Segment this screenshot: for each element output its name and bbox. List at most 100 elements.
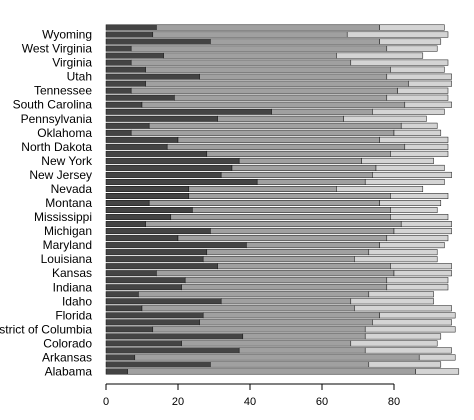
category-label-north-dakota: North Dakota bbox=[21, 140, 92, 154]
x-tick-label-60: 60 bbox=[316, 396, 328, 408]
bar-segment-missouri-3 bbox=[390, 193, 449, 199]
bar-segment-wyoming-3 bbox=[346, 31, 449, 38]
bar-segment-missouri-1 bbox=[105, 193, 190, 199]
bar-segment-washington-1 bbox=[105, 38, 211, 45]
bar-segment-north-dakota-2 bbox=[166, 143, 406, 150]
x-tick-label-0: 0 bbox=[103, 396, 109, 408]
bar-segment-wisconsin-1 bbox=[105, 24, 157, 31]
category-label-alabama: Alabama bbox=[45, 364, 93, 378]
bar-segment-rhode-island-1 bbox=[105, 94, 175, 101]
bar-segment-tennessee-1 bbox=[105, 87, 132, 94]
bar-segment-nebraska-1 bbox=[105, 178, 258, 185]
bar-segment-west-virginia-2 bbox=[130, 45, 388, 52]
bar-segment-maine-2 bbox=[177, 235, 388, 242]
bar-segment-new-jersey-3 bbox=[372, 171, 452, 178]
bar-segment-pennsylvania-3 bbox=[343, 115, 427, 122]
bar-segment-michigan-3 bbox=[393, 228, 452, 235]
bar-segment-arizona-2 bbox=[238, 347, 366, 354]
bar-segment-tennessee-2 bbox=[130, 87, 398, 94]
bar-segment-georgia-2 bbox=[138, 291, 370, 298]
bar-segment-wisconsin-2 bbox=[156, 24, 380, 31]
bar-segment-pennsylvania-2 bbox=[217, 115, 344, 122]
bars-layer bbox=[105, 24, 460, 375]
bar-segment-wyoming-2 bbox=[152, 31, 348, 38]
category-label-utah: Utah bbox=[67, 70, 92, 84]
bar-segment-delaware-2 bbox=[141, 305, 355, 312]
bar-segment-louisiana-3 bbox=[354, 256, 438, 263]
bar-segment-alabama-3 bbox=[415, 368, 460, 375]
bar-segment-michigan-2 bbox=[210, 228, 395, 235]
bar-segment-wyoming-1 bbox=[105, 31, 154, 38]
category-label-new-york: New York bbox=[41, 154, 93, 168]
bar-segment-maine-3 bbox=[386, 235, 449, 242]
category-label-district-of-columbia: District of Columbia bbox=[0, 322, 92, 336]
bar-segment-indiana-3 bbox=[386, 284, 449, 291]
bar-segment-oregon-1 bbox=[105, 108, 272, 115]
category-label-louisiana: Louisiana bbox=[41, 252, 93, 266]
bar-segment-south-dakota-2 bbox=[145, 80, 409, 87]
bar-segment-nevada-2 bbox=[188, 185, 337, 192]
bar-segment-rhode-island-3 bbox=[386, 94, 449, 101]
x-tick-label-40: 40 bbox=[244, 396, 256, 408]
bar-segment-iowa-1 bbox=[105, 263, 218, 270]
category-label-michigan: Michigan bbox=[44, 224, 92, 238]
category-label-pennsylvania: Pennsylvania bbox=[21, 112, 93, 126]
category-label-wyoming: Wyoming bbox=[42, 28, 92, 42]
bar-segment-south-carolina-1 bbox=[105, 101, 143, 108]
category-label-south-carolina: South Carolina bbox=[13, 98, 93, 112]
bar-segment-new-jersey-2 bbox=[220, 171, 373, 178]
bar-segment-colorado-3 bbox=[350, 340, 438, 347]
bar-segment-north-carolina-1 bbox=[105, 136, 179, 143]
bar-segment-virginia-1 bbox=[105, 59, 132, 66]
bar-segment-ohio-2 bbox=[148, 122, 402, 129]
bar-segment-wisconsin-3 bbox=[379, 24, 445, 31]
bar-segment-california-1 bbox=[105, 333, 244, 340]
bar-segment-west-virginia-3 bbox=[386, 45, 438, 52]
category-label-tennessee: Tennessee bbox=[34, 84, 92, 98]
bar-segment-vermont-3 bbox=[336, 52, 424, 59]
bar-segment-new-hampshire-1 bbox=[105, 164, 233, 171]
bar-segment-washington-3 bbox=[379, 38, 442, 45]
bar-segment-utah-3 bbox=[386, 73, 452, 80]
bar-segment-montana-1 bbox=[105, 200, 150, 207]
bar-segment-new-hampshire-2 bbox=[231, 164, 377, 171]
bar-segment-maryland-1 bbox=[105, 242, 247, 249]
bar-segment-arkansas-1 bbox=[105, 354, 136, 361]
category-label-nevada: Nevada bbox=[51, 182, 93, 196]
bar-segment-illinois-1 bbox=[105, 277, 186, 284]
bar-segment-nebraska-3 bbox=[364, 178, 445, 185]
bar-segment-minnesota-3 bbox=[390, 207, 438, 214]
bar-segment-alaska-3 bbox=[368, 361, 442, 368]
bar-segment-utah-2 bbox=[199, 73, 388, 80]
bar-segment-maine-1 bbox=[105, 235, 179, 242]
bar-segment-oregon-3 bbox=[372, 108, 445, 115]
bar-segment-virginia-2 bbox=[130, 59, 352, 66]
category-labels: AlabamaArkansasColoradoDistrict of Colum… bbox=[0, 28, 93, 379]
bar-segment-kansas-1 bbox=[105, 270, 157, 277]
bar-segment-district-of-columbia-3 bbox=[364, 326, 456, 333]
category-label-mississippi: Mississippi bbox=[34, 210, 92, 224]
bar-segment-rhode-island-2 bbox=[174, 94, 388, 101]
bar-segment-idaho-3 bbox=[350, 298, 434, 305]
bar-segment-south-dakota-3 bbox=[408, 80, 452, 87]
bar-segment-montana-2 bbox=[148, 200, 380, 207]
bar-segment-minnesota-1 bbox=[105, 207, 193, 214]
bar-segment-south-carolina-3 bbox=[404, 101, 452, 108]
bar-segment-connecticut-1 bbox=[105, 319, 200, 326]
category-label-indiana: Indiana bbox=[53, 280, 93, 294]
x-tick-label-20: 20 bbox=[172, 396, 184, 408]
category-label-west-virginia: West Virginia bbox=[22, 42, 93, 56]
bar-segment-new-jersey-1 bbox=[105, 171, 222, 178]
bar-segment-arizona-3 bbox=[364, 347, 452, 354]
bar-segment-connecticut-3 bbox=[372, 319, 452, 326]
bar-segment-nevada-1 bbox=[105, 185, 190, 192]
bar-segment-louisiana-2 bbox=[202, 256, 355, 263]
bar-segment-new-mexico-1 bbox=[105, 150, 208, 157]
bar-segment-texas-2 bbox=[145, 66, 391, 73]
category-label-arkansas: Arkansas bbox=[42, 350, 92, 364]
category-label-montana: Montana bbox=[45, 196, 92, 210]
bar-segment-north-carolina-2 bbox=[177, 136, 380, 143]
bar-segment-south-carolina-2 bbox=[141, 101, 406, 108]
bar-segment-oklahoma-3 bbox=[393, 129, 442, 136]
